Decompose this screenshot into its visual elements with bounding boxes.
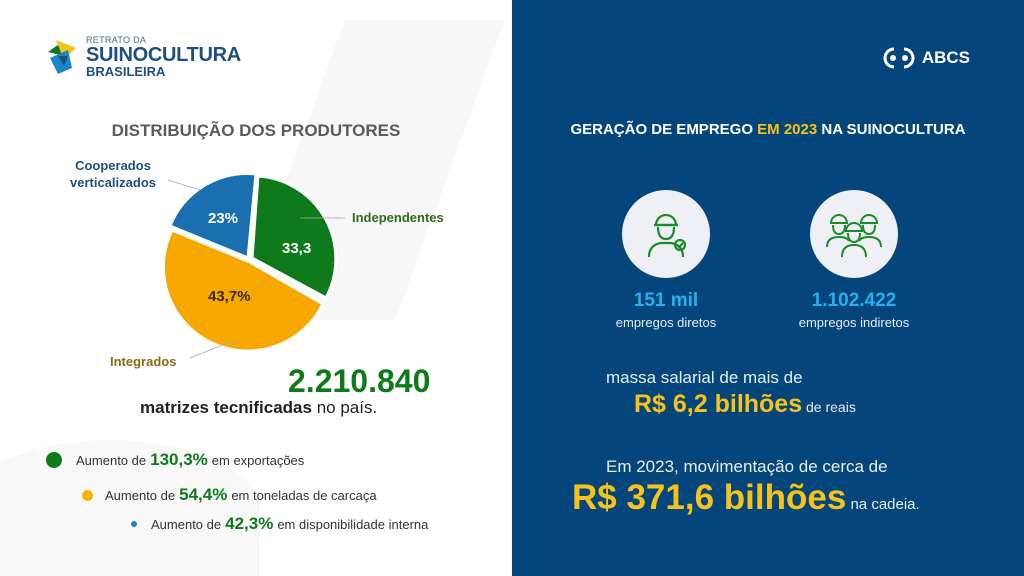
value-integrados: 43,7%	[208, 288, 251, 305]
logo-line2: SUINOCULTURA	[86, 44, 241, 66]
slice-integrados	[161, 228, 325, 350]
bullet-pre: Aumento de	[76, 452, 147, 468]
salary-line: R$ 6,2 bilhões de reais	[634, 390, 856, 419]
retrato-logo: RETRATO DA SUINOCULTURA BRASILEIRA	[46, 36, 241, 78]
blue-dot-icon	[131, 521, 137, 527]
bullet-pre: Aumento de	[105, 487, 176, 503]
workers-group-icon	[810, 190, 898, 278]
salary-intro: massa salarial de mais de	[606, 368, 803, 387]
title-post: NA SUINOCULTURA	[817, 121, 966, 138]
label-independentes: Independentes	[352, 210, 444, 225]
direct-jobs-label: empregos diretos	[615, 315, 717, 330]
leader-lines	[167, 179, 345, 359]
salary-value: R$ 6,2 bilhões	[634, 390, 803, 418]
left-panel: RETRATO DA SUINOCULTURA BRASILEIRA DISTR…	[0, 35, 444, 576]
bullet-carcaca: Aumento de 54,4% em toneladas de carcaça	[82, 485, 377, 505]
worker-icon	[622, 190, 710, 278]
label-cooperados-line2: verticalizados	[70, 175, 156, 190]
indirect-jobs-value: 1.102.422	[811, 290, 897, 311]
label-cooperados: Cooperados verticalizados	[70, 157, 156, 191]
abcs-mark-icon	[883, 47, 915, 69]
direct-jobs-value: 151 mil	[633, 290, 699, 311]
decor-arrow	[0, 440, 260, 576]
matrizes-number: 2.210.840	[288, 363, 431, 399]
bullet-post: em toneladas de carcaça	[231, 487, 377, 503]
bullet-pre: Aumento de	[151, 516, 222, 532]
green-dot-icon	[46, 452, 62, 468]
label-cooperados-line1: Cooperados	[75, 158, 151, 173]
pie-chart	[161, 172, 340, 350]
pie-title: DISTRIBUIÇÃO DOS PRODUTORES	[111, 121, 401, 140]
bullet-exportacoes: Aumento de 130,3% em exportações	[46, 450, 304, 470]
bullet-value: 42,3%	[225, 514, 274, 533]
bullet-value: 130,3%	[150, 450, 208, 469]
movement-intro: Em 2023, movimentação de cerca de	[606, 457, 888, 476]
bullet-value: 54,4%	[179, 485, 228, 504]
logo-mark-icon	[48, 40, 76, 74]
abcs-logo: ABCS	[882, 47, 970, 69]
abcs-text: ABCS	[921, 48, 970, 67]
matrizes-caption-bold: matrizes tecnificadas	[140, 398, 312, 417]
slice-independentes	[250, 174, 338, 301]
bullet-post: em disponibilidade interna	[277, 516, 429, 532]
movement-value: R$ 371,6 bilhões	[572, 478, 847, 517]
matrizes-caption-rest: no país.	[311, 398, 378, 417]
bullet-disponibilidade: Aumento de 42,3% em disponibilidade inte…	[131, 514, 428, 534]
title-pre: GERAÇÃO DE EMPREGO	[570, 121, 758, 138]
label-integrados: Integrados	[110, 354, 177, 369]
right-panel: ABCS GERAÇÃO DE EMPREGO EM 2023 NA SUINO…	[512, 0, 1024, 576]
logo-line1: RETRATO DA	[86, 35, 147, 45]
movement-suffix: na cadeia.	[846, 496, 920, 513]
slice-cooperados	[168, 172, 258, 261]
value-independentes: 33,3	[282, 240, 312, 257]
matrizes-caption: matrizes tecnificadas no país.	[140, 398, 377, 418]
employment-title: GERAÇÃO DE EMPREGO EM 2023 NA SUINOCULTU…	[512, 121, 1024, 138]
indirect-jobs-label: empregos indiretos	[798, 315, 910, 330]
logo-line3: BRASILEIRA	[86, 64, 166, 79]
value-cooperados: 23%	[208, 210, 239, 227]
bullet-post: em exportações	[211, 452, 305, 468]
title-highlight: EM 2023	[757, 121, 818, 138]
yellow-dot-icon	[82, 489, 93, 501]
movement-line: R$ 371,6 bilhões na cadeia.	[572, 478, 920, 518]
salary-suffix: de reais	[802, 399, 856, 415]
